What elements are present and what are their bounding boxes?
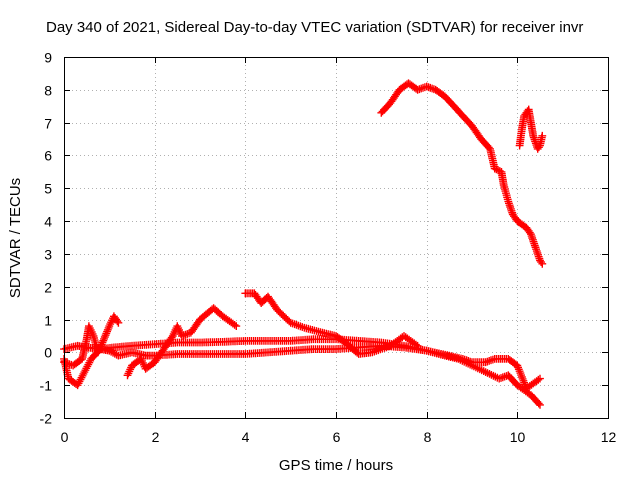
x-tick-label: 8 <box>424 429 432 445</box>
series-trace-low-e <box>241 289 422 358</box>
y-tick-label: 2 <box>44 280 52 296</box>
data-point <box>114 318 123 327</box>
series-trace-low-a <box>60 341 544 409</box>
data-point <box>536 374 544 383</box>
y-axis-title: SDTVAR / TECUs <box>7 178 24 298</box>
series-trace-high-spike <box>515 105 547 153</box>
y-tick-label: 7 <box>44 116 52 132</box>
x-tick-label: 2 <box>152 429 160 445</box>
data-point <box>536 401 544 409</box>
y-tick-label: 6 <box>44 148 52 164</box>
data-layer <box>60 79 547 409</box>
chart-title: Day 340 of 2021, Sidereal Day-to-day VTE… <box>46 19 583 36</box>
y-tick-label: -2 <box>40 411 53 427</box>
data-point <box>538 131 547 140</box>
x-tick-label: 10 <box>510 429 526 445</box>
x-tick-label: 12 <box>601 429 617 445</box>
x-axis-title: GPS time / hours <box>279 457 393 474</box>
y-tick-label: 5 <box>44 181 52 197</box>
y-tick-label: 8 <box>44 83 52 99</box>
y-tick-label: 0 <box>44 345 52 361</box>
y-tick-label: 3 <box>44 247 52 263</box>
series-trace-low-d <box>123 304 241 380</box>
y-tick-label: 9 <box>44 50 52 66</box>
series-trace-high-main <box>377 79 547 268</box>
x-tick-label: 4 <box>242 429 250 445</box>
plot-frame <box>64 57 609 419</box>
y-tick-label: 1 <box>44 313 52 329</box>
x-tick-label: 6 <box>333 429 341 445</box>
series-trace-low-c <box>60 312 123 370</box>
data-point <box>534 399 543 408</box>
series-trace-low-b <box>60 335 544 393</box>
y-tick-label: 4 <box>44 214 52 230</box>
data-point <box>538 259 547 268</box>
data-point <box>413 341 422 350</box>
data-point <box>232 322 241 330</box>
y-tick-label: -1 <box>40 378 53 394</box>
x-tick-label: 0 <box>61 429 69 445</box>
